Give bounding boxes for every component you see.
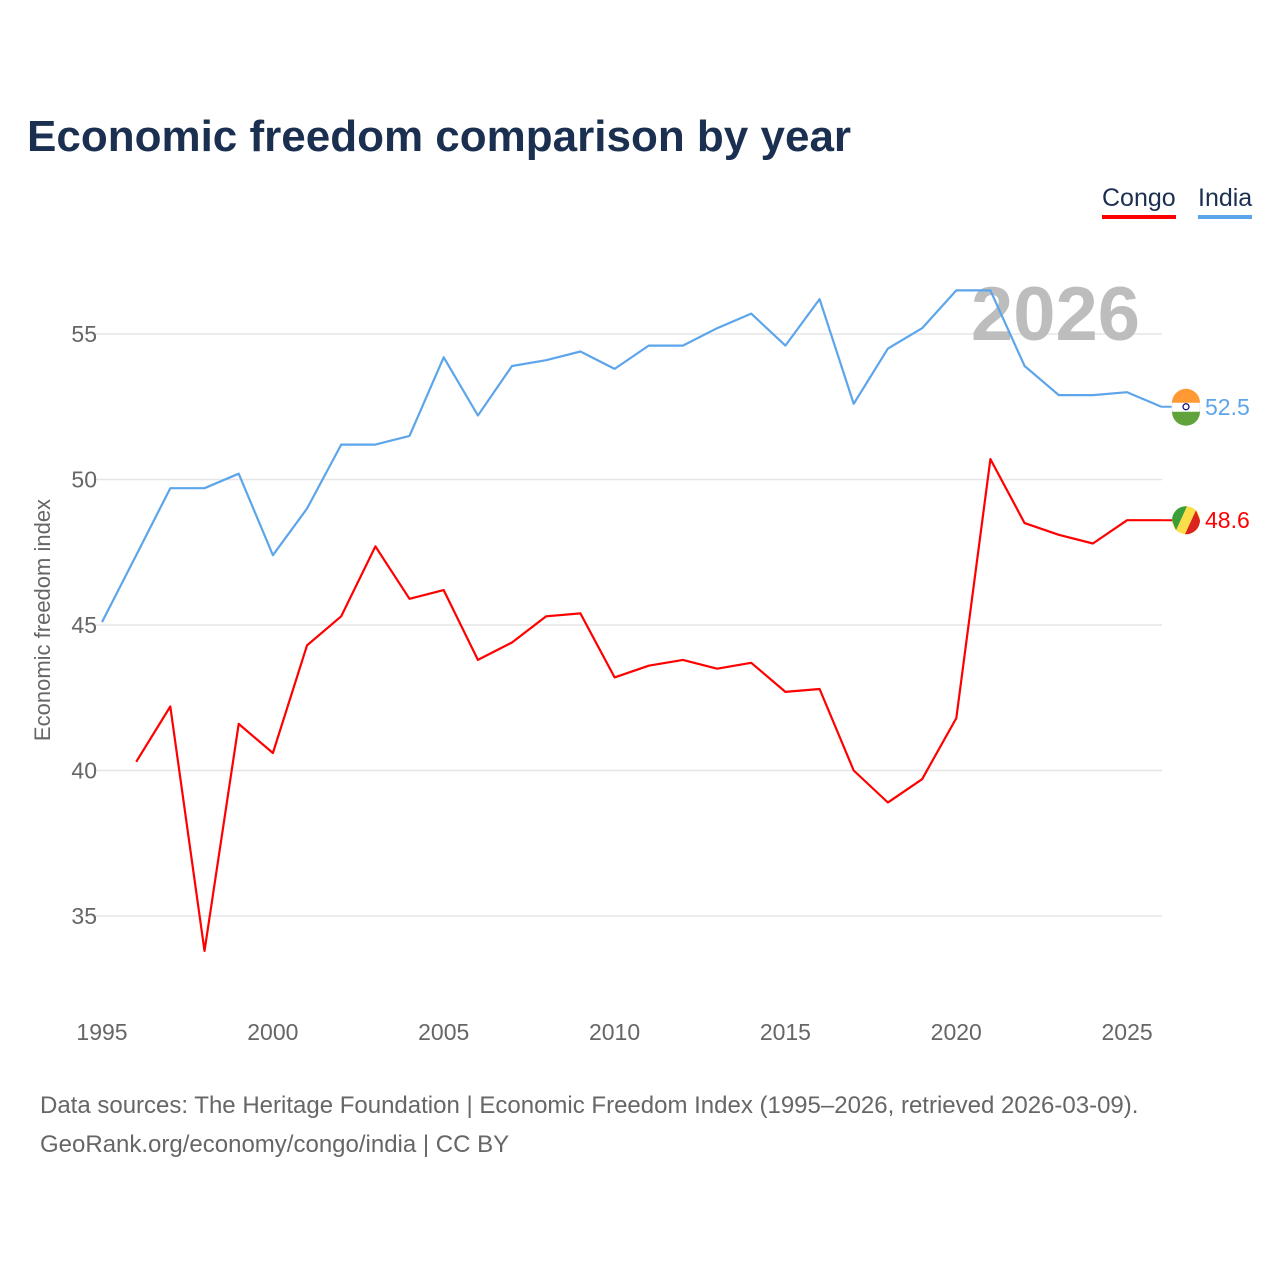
series-line-india (101, 289, 1162, 623)
x-tick-label: 2015 (760, 1019, 811, 1045)
chart-title: Economic freedom comparison by year (27, 112, 852, 161)
y-axis-label: Economic freedom index (30, 499, 55, 741)
source-line-1: Data sources: The Heritage Foundation | … (40, 1092, 1139, 1119)
y-tick-label: 50 (71, 467, 97, 493)
x-tick-label: 2005 (418, 1019, 469, 1045)
x-tick-label: 1995 (76, 1019, 127, 1045)
end-value-label-india: 52.5 (1205, 394, 1250, 420)
x-tick-label: 2025 (1102, 1019, 1153, 1045)
legend-congo[interactable]: Congo (1102, 184, 1176, 219)
india-flag-green (1172, 411, 1200, 426)
line-chart: 35 40 45 50 55 1995 2000 2005 2010 2015 2020 2025 Ec… (30, 272, 1250, 1045)
y-tick-label: 40 (71, 758, 97, 784)
x-tick-label: 2000 (247, 1019, 298, 1045)
x-tick-label: 2010 (589, 1019, 640, 1045)
india-flag-chakra (1182, 403, 1190, 411)
y-tick-label: 45 (71, 612, 97, 638)
congo-flag-green (1172, 506, 1187, 531)
year-watermark: 2026 (971, 272, 1140, 357)
x-tick-label: 2020 (931, 1019, 982, 1045)
source-line-2[interactable]: GeoRank.org/economy/congo/india | CC BY (40, 1131, 510, 1158)
y-tick-label: 35 (71, 903, 97, 929)
series-line-congo (135, 458, 1162, 953)
congo-flag-red (1185, 510, 1201, 535)
end-value-label-congo: 48.6 (1205, 507, 1250, 533)
legend-india[interactable]: India (1198, 184, 1253, 219)
y-tick-label: 55 (71, 321, 97, 347)
source-note: Data sources: The Heritage Foundation | … (40, 1086, 1138, 1164)
india-flag-saffron (1172, 388, 1200, 403)
